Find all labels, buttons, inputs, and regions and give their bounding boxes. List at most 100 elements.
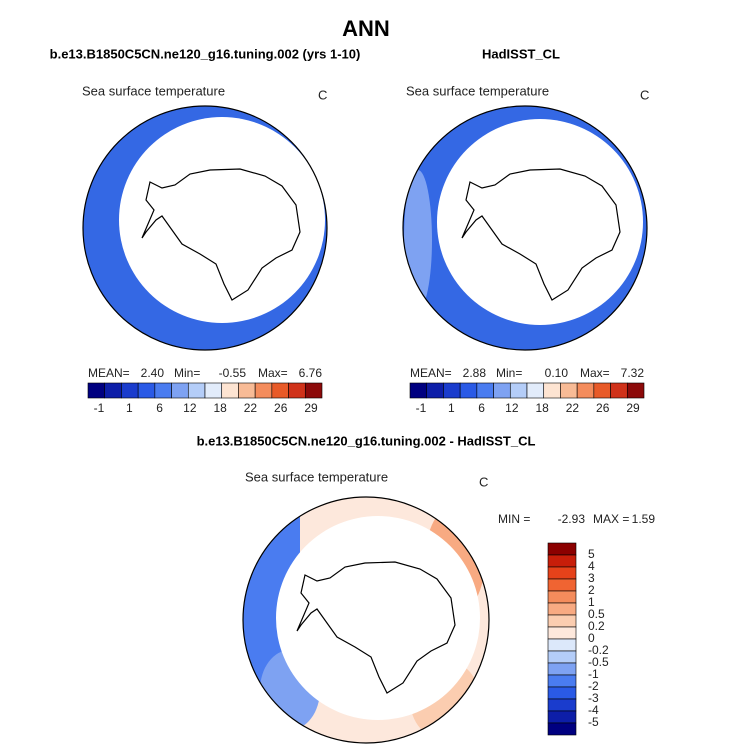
colorbar-box [547,578,577,592]
colorbar-label: 26 [596,401,610,415]
units-label: C [640,87,649,102]
colorbar-box [104,382,122,399]
stat-text: -2.93 [558,512,586,526]
stat-text: 7.32 [621,366,645,380]
colorbar-label: 18 [535,401,549,415]
colorbar-label: 1 [126,401,133,415]
panel-title: b.e13.B1850C5CN.ne120_g16.tuning.002 - H… [197,433,536,448]
colorbar-box [493,382,511,399]
colorbar-box [626,382,645,399]
panel-title: HadISST_CL [482,46,560,61]
colorbar-label: 2 [588,583,595,597]
colorbar-box [238,382,256,399]
colorbar-box [547,602,577,616]
map-border [402,105,648,351]
colorbar-label: 0.2 [588,619,605,633]
colorbar-box [547,698,577,712]
colorbar-label: 4 [588,559,595,573]
colorbar-box [576,382,595,399]
colorbar-box [288,382,306,399]
colorbar-box [547,638,577,652]
variable-label: Sea surface temperature [82,83,225,98]
colorbar-box [426,382,444,399]
colorbar-box [547,650,577,664]
colorbar-box [171,382,189,399]
colorbar-box [547,554,577,568]
colorbar-label: 6 [156,401,163,415]
stat-text: MEAN= [410,366,452,380]
colorbar-label: 26 [274,401,288,415]
colorbar-label: -5 [588,715,599,729]
colorbar-box [137,382,156,399]
colorbar-box [221,382,239,399]
stat-text: Min= [174,366,200,380]
colorbar-box [409,382,428,399]
map [243,497,489,743]
colorbar-box [526,382,545,399]
stat-text: 1.59 [632,512,656,526]
units-label: C [479,474,488,489]
colorbar-box [154,382,172,399]
colorbar-box [254,382,273,399]
colorbar-label: -1 [94,401,105,415]
colorbar-box [547,662,577,676]
colorbar-box [509,382,528,399]
colorbar-label: -0.2 [588,643,609,657]
colorbar-box [547,686,577,700]
colorbar-label: 12 [183,401,197,415]
colorbar-label: -1 [588,667,599,681]
colorbar-label: -4 [588,703,599,717]
colorbar-box [560,382,578,399]
stat-text: 2.40 [141,366,165,380]
variable-label: Sea surface temperature [245,469,388,484]
colorbar-label: 0 [588,631,595,645]
colorbar-box [547,674,577,688]
colorbar-box [459,382,478,399]
stat-text: MAX = [593,512,629,526]
map-border [242,496,490,744]
colorbar-box [547,590,577,604]
colorbar-label: 1 [448,401,455,415]
stat-text: Max= [258,366,288,380]
stat-text: MEAN= [88,366,130,380]
colorbar-label: -1 [416,401,427,415]
map-border [82,105,328,351]
colorbar-label: 18 [213,401,227,415]
colorbar-label: 29 [626,401,640,415]
colorbar-label: -0.5 [588,655,609,669]
colorbar-label: 22 [244,401,258,415]
colorbar-box [593,382,611,399]
colorbar-box [443,382,461,399]
colorbar-label: -3 [588,691,599,705]
stat-text: Min= [496,366,522,380]
colorbar-box [304,382,323,399]
stat-text: 2.88 [463,366,487,380]
colorbar-box [204,382,223,399]
colorbar-box [547,710,577,724]
stat-text: -0.55 [219,366,247,380]
colorbar-box [543,382,561,399]
stat-text: 0.10 [545,366,569,380]
colorbar-box [547,542,577,556]
panel-title: b.e13.B1850C5CN.ne120_g16.tuning.002 (yr… [50,46,361,61]
colorbar-box [121,382,139,399]
colorbar-box [187,382,206,399]
colorbar-box [476,382,494,399]
colorbar-box [271,382,289,399]
figure-title: ANN [342,16,390,41]
colorbar-label: 12 [505,401,519,415]
stat-text: 6.76 [299,366,323,380]
colorbar-box [547,614,577,628]
colorbar-label: 6 [478,401,485,415]
colorbar-label: 22 [566,401,580,415]
units-label: C [318,87,327,102]
colorbar-label: 29 [304,401,318,415]
colorbar-box [547,566,577,580]
colorbar-label: -2 [588,679,599,693]
colorbar-box [87,382,106,399]
colorbar-box [610,382,628,399]
colorbar-label: 3 [588,571,595,585]
colorbar-box [547,626,577,640]
